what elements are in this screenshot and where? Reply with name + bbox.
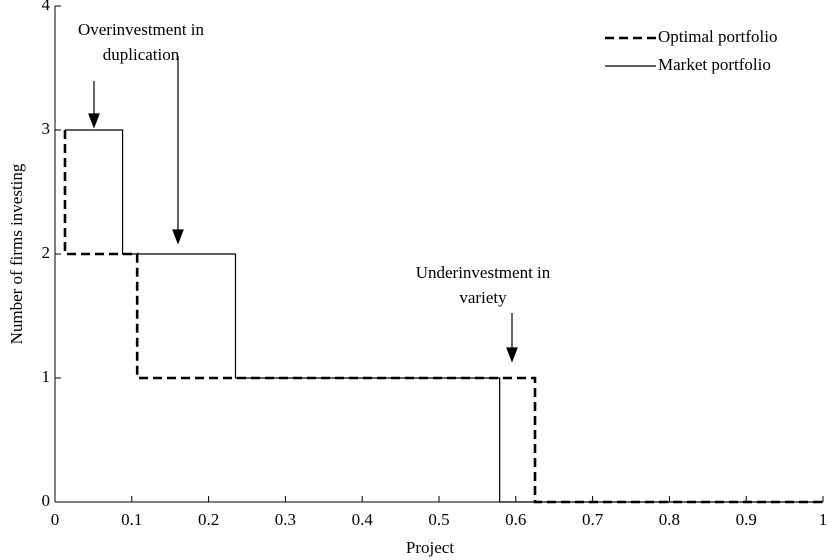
x-tick-label: 0.8 bbox=[659, 510, 680, 529]
legend-label: Optimal portfolio bbox=[658, 27, 777, 46]
annotation: duplication bbox=[103, 45, 180, 64]
x-tick-label: 1 bbox=[819, 510, 828, 529]
annotation: Overinvestment in bbox=[78, 20, 205, 39]
x-axis-label: Project bbox=[406, 538, 454, 557]
x-tick-label: 0.2 bbox=[198, 510, 219, 529]
x-tick-label: 0.1 bbox=[121, 510, 142, 529]
y-tick-label: 3 bbox=[42, 119, 51, 138]
y-tick-label: 0 bbox=[42, 491, 51, 510]
x-tick-label: 0.6 bbox=[505, 510, 526, 529]
x-tick-label: 0.3 bbox=[275, 510, 296, 529]
x-tick-label: 0.5 bbox=[428, 510, 449, 529]
series-line bbox=[63, 130, 823, 504]
y-tick-label: 1 bbox=[42, 367, 51, 386]
series-line bbox=[64, 129, 823, 503]
y-axis-label: Number of firms investing bbox=[7, 163, 26, 344]
x-tick-label: 0.9 bbox=[736, 510, 757, 529]
x-tick-label: 0 bbox=[51, 510, 60, 529]
legend-label: Market portfolio bbox=[658, 55, 771, 74]
annotation: variety bbox=[459, 288, 507, 307]
annotation: Underinvestment in bbox=[416, 263, 551, 282]
y-tick-label: 2 bbox=[42, 243, 51, 262]
x-tick-label: 0.7 bbox=[582, 510, 604, 529]
arrows bbox=[88, 56, 518, 363]
x-tick-label: 0.4 bbox=[352, 510, 374, 529]
y-tick-label: 4 bbox=[42, 0, 51, 14]
